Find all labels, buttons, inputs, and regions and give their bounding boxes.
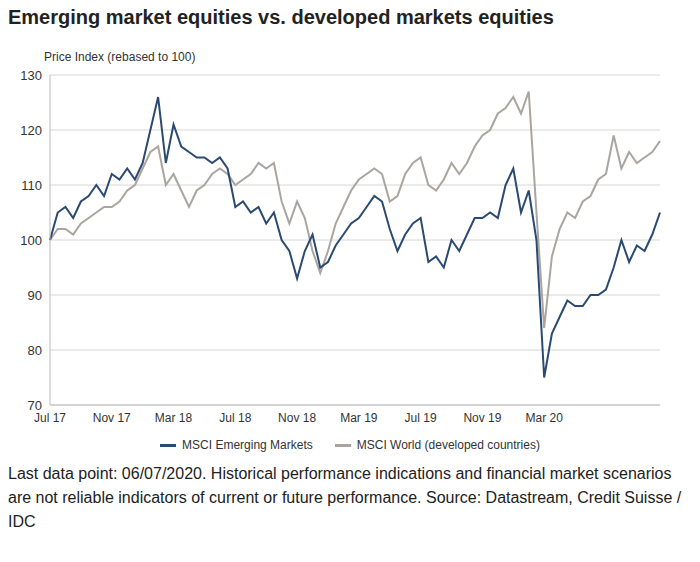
svg-text:Jul 17: Jul 17: [34, 410, 66, 425]
svg-text:120: 120: [20, 123, 42, 138]
svg-text:Nov 19: Nov 19: [463, 411, 501, 425]
html-text:Last data point: 06/07/2020. H: Last data point: 06/07/2020. Historical …: [8, 465, 682, 530]
svg-text:Mar 18: Mar 18: [155, 411, 193, 425]
svg-text:80: 80: [28, 343, 42, 358]
svg-text:Mar 19: Mar 19: [340, 411, 378, 425]
svg-text:110: 110: [21, 178, 42, 193]
svg-text:Jul 18: Jul 18: [219, 411, 251, 425]
svg-text:Jul 19: Jul 19: [405, 411, 437, 425]
svg-text:100: 100: [20, 233, 42, 248]
svg-text:Nov 18: Nov 18: [278, 411, 316, 425]
svg-text:130: 130: [20, 68, 42, 83]
html-text:MSCI Emerging Markets: MSCI Emerging Markets: [182, 438, 313, 452]
html-text:MSCI World (developed countrie: MSCI World (developed countries): [356, 438, 540, 452]
svg-text:70: 70: [28, 398, 42, 413]
svg-text:90: 90: [28, 288, 42, 303]
html-text:Emerging market equities vs. d: Emerging market equities vs. developed m…: [8, 6, 554, 28]
html-text:Price Index (rebased to 100): Price Index (rebased to 100): [44, 50, 196, 64]
svg-text:Mar 20: Mar 20: [525, 411, 563, 425]
svg-text:Nov 17: Nov 17: [93, 411, 131, 425]
